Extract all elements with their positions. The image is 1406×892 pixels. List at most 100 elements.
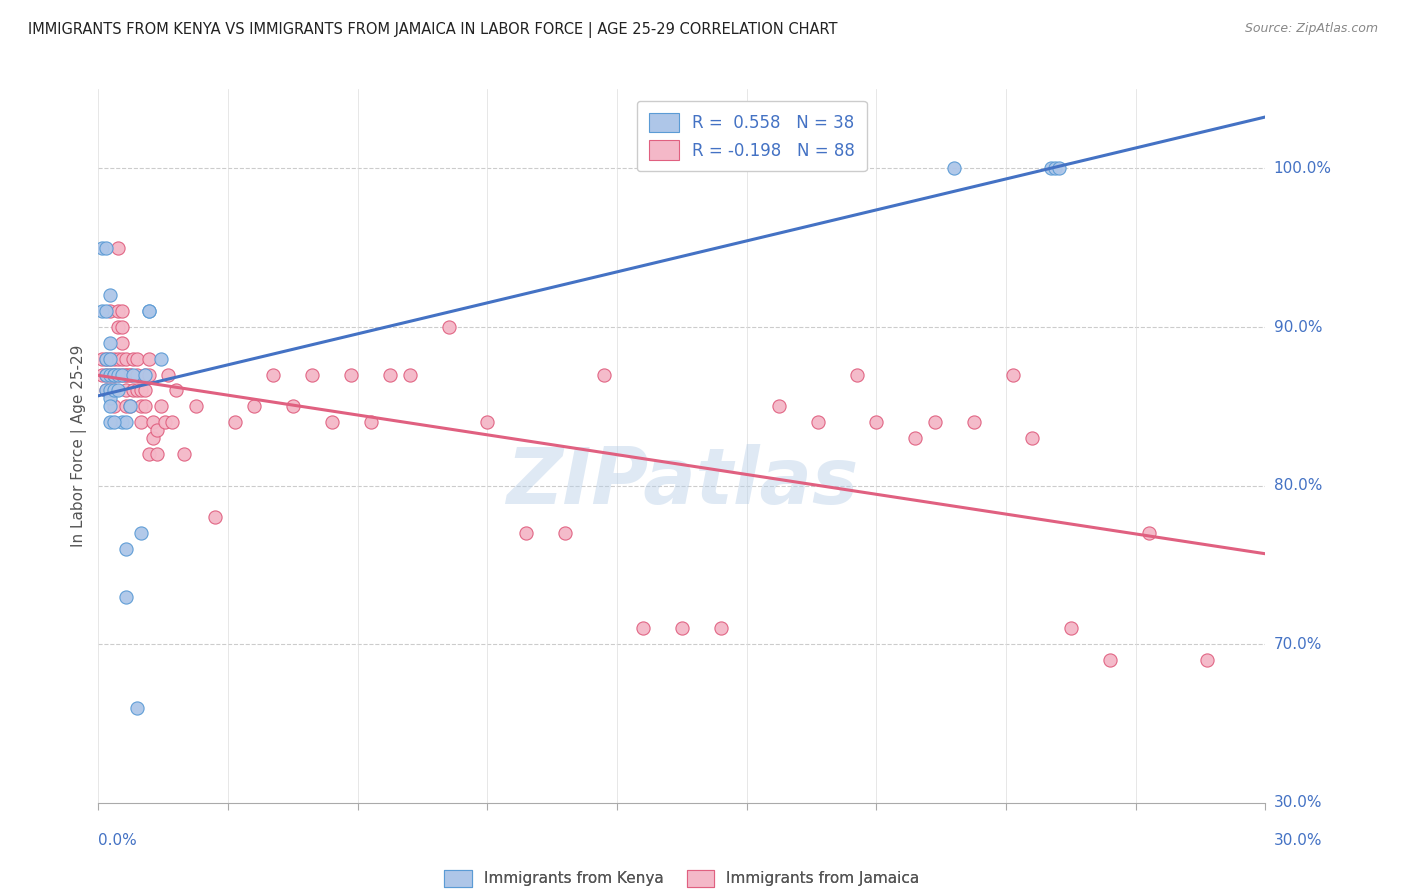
Point	[138, 368, 160, 382]
Point	[153, 415, 176, 429]
Point	[118, 400, 141, 414]
Point	[360, 415, 382, 429]
Point	[111, 320, 134, 334]
Point	[321, 415, 343, 429]
Point	[103, 351, 125, 366]
Point	[138, 304, 160, 318]
Point	[1047, 161, 1070, 176]
Point	[96, 368, 118, 382]
Point	[91, 304, 114, 318]
Point	[138, 304, 160, 318]
Point	[243, 400, 266, 414]
Point	[111, 415, 134, 429]
Point	[91, 368, 114, 382]
Point	[98, 400, 121, 414]
Point	[103, 368, 125, 382]
Point	[904, 431, 927, 445]
Point	[1001, 368, 1024, 382]
Point	[845, 368, 868, 382]
Point	[96, 304, 118, 318]
Point	[118, 368, 141, 382]
Point	[107, 368, 129, 382]
Point	[127, 384, 149, 398]
Point	[554, 526, 576, 541]
Point	[165, 384, 187, 398]
Point	[134, 368, 156, 382]
Point	[146, 423, 169, 437]
Point	[98, 351, 121, 366]
Point	[1137, 526, 1160, 541]
Point	[98, 304, 121, 318]
Point	[149, 400, 172, 414]
Point	[127, 368, 149, 382]
Point	[1060, 621, 1083, 635]
Point	[107, 304, 129, 318]
Point	[149, 351, 172, 366]
Point	[378, 368, 402, 382]
Point	[98, 392, 121, 406]
Point	[710, 621, 733, 635]
Point	[118, 400, 141, 414]
Point	[281, 400, 304, 414]
Legend: Immigrants from Kenya, Immigrants from Jamaica: Immigrants from Kenya, Immigrants from J…	[434, 861, 929, 892]
Point	[107, 320, 129, 334]
Point	[96, 351, 118, 366]
Point	[114, 590, 136, 604]
Point	[1021, 431, 1043, 445]
Point	[1098, 653, 1121, 667]
Point	[631, 621, 654, 635]
Point	[134, 400, 156, 414]
Text: 100.0%: 100.0%	[1274, 161, 1331, 176]
Text: Source: ZipAtlas.com: Source: ZipAtlas.com	[1244, 22, 1378, 36]
Point	[865, 415, 887, 429]
Point	[593, 368, 616, 382]
Point	[98, 368, 121, 382]
Point	[134, 384, 156, 398]
Point	[111, 335, 134, 350]
Text: 70.0%: 70.0%	[1274, 637, 1322, 652]
Point	[142, 431, 165, 445]
Point	[118, 368, 141, 382]
Text: 90.0%: 90.0%	[1274, 319, 1322, 334]
Point	[96, 351, 118, 366]
Point	[129, 526, 152, 541]
Point	[129, 384, 152, 398]
Point	[114, 400, 136, 414]
Point	[262, 368, 284, 382]
Point	[129, 400, 152, 414]
Point	[127, 700, 149, 714]
Point	[111, 304, 134, 318]
Point	[224, 415, 246, 429]
Point	[671, 621, 693, 635]
Text: 0.0%: 0.0%	[98, 833, 138, 848]
Point	[103, 415, 125, 429]
Point	[114, 384, 136, 398]
Point	[114, 368, 136, 382]
Point	[162, 415, 184, 429]
Point	[98, 384, 121, 398]
Point	[943, 161, 966, 176]
Point	[103, 368, 125, 382]
Point	[107, 384, 129, 398]
Text: ZIPatlas: ZIPatlas	[506, 443, 858, 520]
Point	[340, 368, 363, 382]
Point	[173, 447, 195, 461]
Point	[1040, 161, 1063, 176]
Point	[127, 351, 149, 366]
Point	[98, 288, 121, 302]
Point	[807, 415, 830, 429]
Point	[103, 384, 125, 398]
Point	[129, 415, 152, 429]
Point	[515, 526, 537, 541]
Point	[1195, 653, 1218, 667]
Point	[138, 447, 160, 461]
Point	[98, 351, 121, 366]
Point	[96, 384, 118, 398]
Point	[138, 351, 160, 366]
Point	[437, 320, 460, 334]
Point	[111, 368, 134, 382]
Text: 30.0%: 30.0%	[1274, 796, 1322, 810]
Point	[142, 415, 165, 429]
Point	[398, 368, 420, 382]
Point	[107, 241, 129, 255]
